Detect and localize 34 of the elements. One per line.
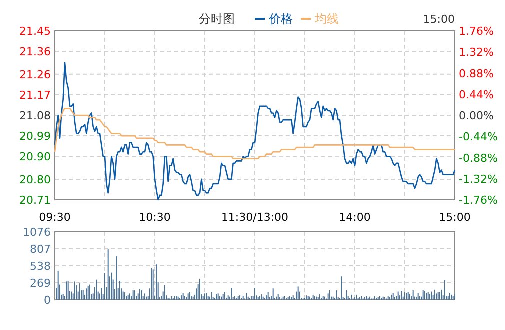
y-tick-label: 21.45 bbox=[20, 25, 51, 38]
y-tick-label: 538 bbox=[30, 260, 51, 273]
y-tick-label: 20.99 bbox=[20, 130, 51, 144]
y-tick-label: 269 bbox=[30, 277, 51, 290]
x-tick-label: 14:00 bbox=[339, 211, 371, 224]
legend-label: 价格 bbox=[268, 12, 293, 26]
y-tick-label: 20.71 bbox=[20, 194, 51, 207]
y2-tick-label: -1.32% bbox=[459, 172, 498, 186]
x-tick-label: 09:30 bbox=[39, 211, 71, 224]
y2-tick-label: 0.88% bbox=[459, 67, 494, 80]
y2-tick-label: -1.76% bbox=[459, 194, 498, 207]
y-tick-label: 21.17 bbox=[20, 88, 51, 102]
y-tick-label: 0 bbox=[44, 294, 51, 307]
y2-tick-label: 0.00% bbox=[459, 110, 494, 122]
y-tick-label: 807 bbox=[30, 243, 51, 256]
y-tick-label: 21.08 bbox=[20, 110, 51, 122]
y2-tick-label: -0.88% bbox=[459, 152, 498, 165]
x-tick-label: 15:00 bbox=[439, 211, 471, 224]
y-tick-label: 21.26 bbox=[20, 68, 51, 82]
chart-title: 分时图 bbox=[199, 12, 235, 26]
y2-tick-label: -0.44% bbox=[459, 130, 498, 144]
y-tick-label: 21.36 bbox=[20, 46, 51, 59]
y2-tick-label: 1.76% bbox=[459, 25, 494, 38]
line-series bbox=[54, 108, 456, 160]
y-tick-label: 1076 bbox=[23, 226, 51, 239]
y2-tick-label: 1.32% bbox=[459, 46, 494, 60]
line-series bbox=[54, 62, 456, 201]
y-tick-label: 20.90 bbox=[20, 150, 51, 164]
y-tick-label: 20.80 bbox=[20, 173, 51, 186]
x-tick-label: 10:30 bbox=[139, 211, 171, 224]
legend-label: 均线 bbox=[314, 12, 339, 26]
x-tick-label: 11:30/13:00 bbox=[221, 211, 289, 224]
y2-tick-label: 0.44% bbox=[459, 88, 494, 102]
text: 15:00 bbox=[423, 13, 455, 26]
